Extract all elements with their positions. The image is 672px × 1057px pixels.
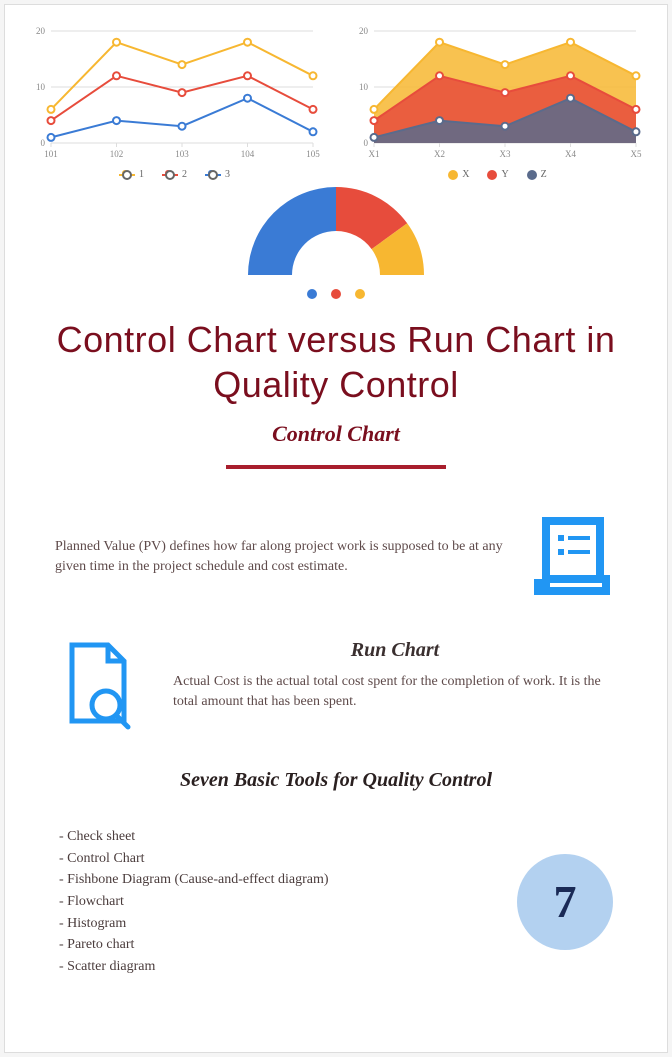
infographic-page: 0 10 20 101 102 103 104 105 1 2 3 0 10 20 X1 X2 X3 X4 X5…: [4, 4, 668, 1053]
svg-text:20: 20: [359, 26, 369, 36]
svg-text:X5: X5: [631, 149, 642, 159]
run-chart-section: Run Chart Actual Cost is the actual tota…: [23, 639, 649, 735]
svg-text:104: 104: [241, 149, 255, 159]
svg-text:103: 103: [175, 149, 189, 159]
svg-text:X2: X2: [434, 149, 445, 159]
legend-item: Z: [527, 169, 547, 180]
tools-list-item: - Flowchart: [59, 891, 497, 913]
divider: [226, 465, 446, 469]
area-chart-legend: X Y Z: [346, 169, 649, 180]
area-chart: 0 10 20 X1 X2 X3 X4 X5 X Y Z: [346, 23, 649, 183]
tools-list-item: - Control Chart: [59, 848, 497, 870]
legend-item: 1: [119, 169, 144, 180]
color-dot: [331, 289, 341, 299]
control-chart-section: Planned Value (PV) defines how far along…: [23, 515, 649, 599]
control-chart-heading: Control Chart: [23, 421, 649, 447]
line-chart-legend: 1 2 3: [23, 169, 326, 180]
tools-list-item: - Pareto chart: [59, 934, 497, 956]
svg-text:X4: X4: [565, 149, 576, 159]
tools-list-item: - Scatter diagram: [59, 956, 497, 978]
file-search-icon: [55, 639, 145, 735]
color-dot: [355, 289, 365, 299]
svg-text:105: 105: [306, 149, 320, 159]
tools-heading: Seven Basic Tools for Quality Control: [23, 769, 649, 792]
tools-list-item: - Histogram: [59, 913, 497, 935]
svg-text:X3: X3: [500, 149, 511, 159]
control-chart-text: Planned Value (PV) defines how far along…: [55, 537, 507, 578]
tools-count-badge: 7: [517, 854, 613, 950]
document-list-icon: [527, 515, 617, 599]
legend-item: Y: [487, 169, 508, 180]
svg-text:X1: X1: [369, 149, 380, 159]
gauge-chart: [23, 175, 649, 275]
color-dots: [23, 289, 649, 299]
tools-list-item: - Check sheet: [59, 826, 497, 848]
legend-item: X: [448, 169, 469, 180]
run-chart-heading: Run Chart: [173, 639, 617, 662]
svg-text:10: 10: [359, 82, 369, 92]
svg-text:0: 0: [41, 138, 46, 148]
svg-text:101: 101: [44, 149, 58, 159]
tools-list-item: - Fishbone Diagram (Cause-and-effect dia…: [59, 869, 497, 891]
line-chart: 0 10 20 101 102 103 104 105 1 2 3: [23, 23, 326, 183]
page-title: Control Chart versus Run Chart in Qualit…: [23, 317, 649, 407]
legend-item: 3: [205, 169, 230, 180]
svg-text:10: 10: [36, 82, 46, 92]
charts-row: 0 10 20 101 102 103 104 105 1 2 3 0 10 20 X1 X2 X3 X4 X5…: [23, 23, 649, 183]
tools-section: - Check sheet- Control Chart- Fishbone D…: [23, 826, 649, 978]
run-chart-text: Actual Cost is the actual total cost spe…: [173, 672, 617, 713]
tools-count-number: 7: [554, 875, 577, 928]
color-dot: [307, 289, 317, 299]
svg-text:0: 0: [364, 138, 369, 148]
tools-list: - Check sheet- Control Chart- Fishbone D…: [59, 826, 497, 978]
svg-text:102: 102: [110, 149, 124, 159]
legend-item: 2: [162, 169, 187, 180]
svg-text:20: 20: [36, 26, 46, 36]
